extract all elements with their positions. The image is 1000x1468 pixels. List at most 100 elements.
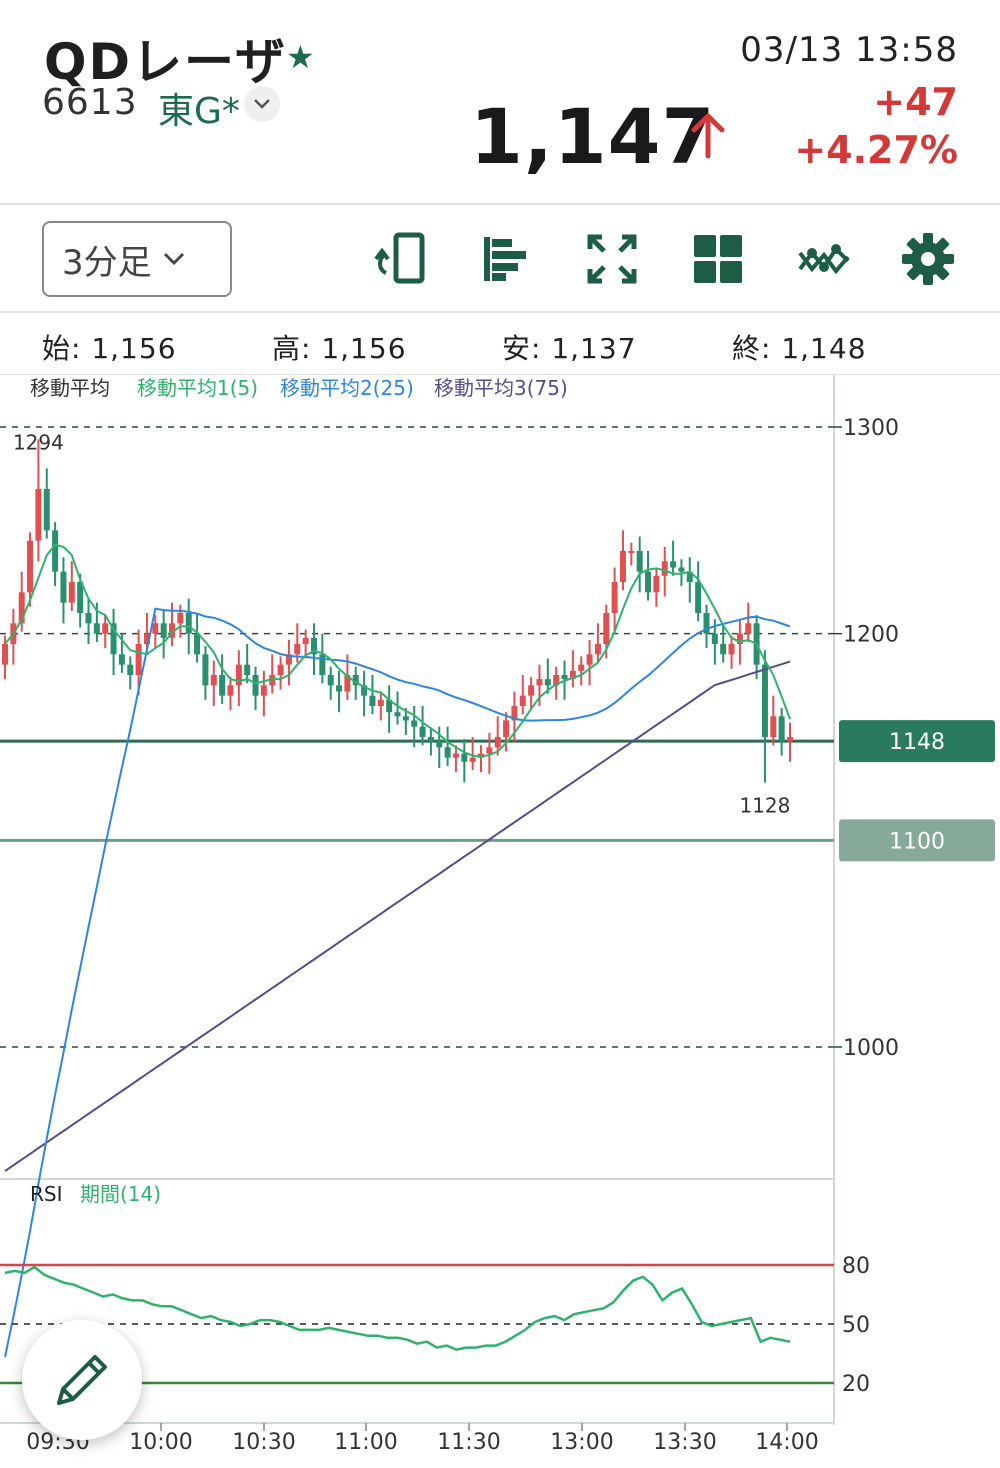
candle-body — [93, 623, 100, 634]
ma1-line — [4, 543, 791, 758]
candle-body — [503, 720, 510, 737]
candle-body — [377, 699, 384, 706]
x-tick-label: 14:00 — [755, 1430, 818, 1455]
chevron-down-icon — [254, 99, 270, 109]
candle-body — [645, 571, 652, 593]
candle-body — [43, 489, 50, 531]
candle-body — [210, 675, 217, 686]
layout-grid-icon[interactable] — [690, 231, 746, 287]
candle-body — [536, 679, 543, 686]
price-up-arrow-icon — [691, 113, 725, 159]
ohlc-high: 高: 1,156 — [272, 332, 407, 365]
candle-body — [77, 582, 84, 613]
alert-price-badge[interactable] — [839, 819, 995, 862]
candle-body — [361, 685, 368, 696]
candle-body — [778, 716, 785, 742]
rotate-phone-icon[interactable] — [372, 231, 428, 287]
candle-body — [52, 530, 59, 572]
candle-body — [628, 551, 635, 553]
candle-body — [494, 737, 501, 748]
candle-body — [285, 654, 292, 665]
market-dropdown-button[interactable] — [244, 86, 280, 122]
candle-body — [787, 737, 793, 742]
candle-body — [720, 644, 727, 655]
rsi-level-label: 80 — [842, 1254, 870, 1279]
candle-body — [102, 623, 109, 634]
candle-body — [185, 613, 192, 634]
chart-toolbar: 3分足 — [0, 207, 1000, 313]
favorite-star-icon[interactable]: ★ — [286, 38, 315, 76]
candle-body — [169, 623, 176, 638]
candle-body — [561, 675, 568, 680]
candle-body — [511, 706, 518, 721]
candle-body — [244, 664, 251, 675]
candle-body — [127, 664, 134, 675]
indicator-icon[interactable] — [796, 231, 852, 287]
candle-body — [277, 664, 284, 675]
ma3-legend: 移動平均3(75) — [434, 376, 568, 400]
chevron-down-icon — [163, 253, 184, 265]
ma2-line — [4, 607, 791, 1358]
candle-body — [35, 489, 42, 541]
price-change: +47 — [873, 80, 958, 124]
candle-body — [686, 571, 693, 582]
candle-body — [194, 633, 201, 655]
candle-body — [461, 753, 468, 762]
candle-body — [469, 757, 476, 762]
price-change-percent: +4.27% — [794, 128, 958, 172]
candle-body — [419, 726, 426, 737]
ma-legend-title: 移動平均 — [30, 376, 110, 400]
candle-body — [619, 551, 626, 582]
candle-body — [703, 613, 710, 634]
market-label: 東G* — [158, 91, 240, 132]
gear-icon[interactable] — [900, 231, 956, 287]
rsi-level-label: 50 — [842, 1313, 870, 1338]
candle-body — [219, 675, 226, 696]
rsi-level-label: 20 — [842, 1372, 870, 1397]
stock-name: QDレーザ — [44, 33, 288, 91]
ohlc-close: 終: 1,148 — [732, 332, 867, 365]
candle-body — [661, 561, 668, 576]
candle-body — [578, 664, 585, 671]
candle-body — [695, 582, 702, 613]
candle-body — [452, 753, 459, 758]
candle-body — [369, 695, 376, 706]
candle-body — [528, 685, 535, 696]
y-tick-label: 1000 — [843, 1036, 899, 1061]
fullscreen-icon[interactable] — [584, 231, 640, 287]
chart-canvas[interactable]: 移動平均 移動平均1(5) 移動平均2(25) 移動平均3(75) 1300 12… — [0, 375, 1000, 1468]
ma3-line — [4, 660, 791, 1172]
candle-body — [319, 654, 326, 675]
candle-body — [436, 741, 443, 748]
candle-body — [761, 664, 768, 737]
candle-body — [352, 675, 359, 686]
candle-body — [302, 637, 309, 644]
interval-label: 3分足 — [62, 242, 152, 283]
bar-compare-icon[interactable] — [478, 231, 534, 287]
interval-select[interactable]: 3分足 — [42, 221, 232, 297]
candle-body — [411, 720, 418, 727]
candle-body — [235, 664, 242, 686]
candle-body — [294, 644, 301, 655]
candle-body — [2, 644, 8, 665]
draw-tool-button[interactable] — [22, 1320, 142, 1440]
candle-body — [269, 675, 276, 686]
ohlc-row: 始: 1,156 高: 1,156 安: 1,137 終: 1,148 — [0, 315, 1000, 375]
candle-body — [402, 716, 409, 721]
candle-body — [202, 654, 209, 686]
x-tick-label: 13:30 — [653, 1430, 716, 1455]
candle-body — [653, 575, 660, 593]
candle-body — [177, 613, 184, 624]
candle-body — [544, 679, 551, 686]
ohlc-open: 始: 1,156 — [42, 332, 177, 365]
rsi-title: RSI — [30, 1182, 63, 1206]
candle-body — [227, 685, 234, 696]
candle-body — [252, 675, 259, 696]
x-tick-label: 10:00 — [129, 1430, 192, 1455]
price-chart[interactable]: 移動平均 移動平均1(5) 移動平均2(25) 移動平均3(75) 1300 12… — [0, 375, 1000, 1468]
pencil-icon — [57, 1355, 107, 1405]
candle-body — [553, 675, 560, 686]
candle-body — [160, 623, 167, 638]
stock-header: QDレーザ ★ 6613 東G* 03/13 13:58 1,147 +47 +… — [0, 0, 1000, 205]
y-tick-label: 1200 — [843, 623, 899, 648]
